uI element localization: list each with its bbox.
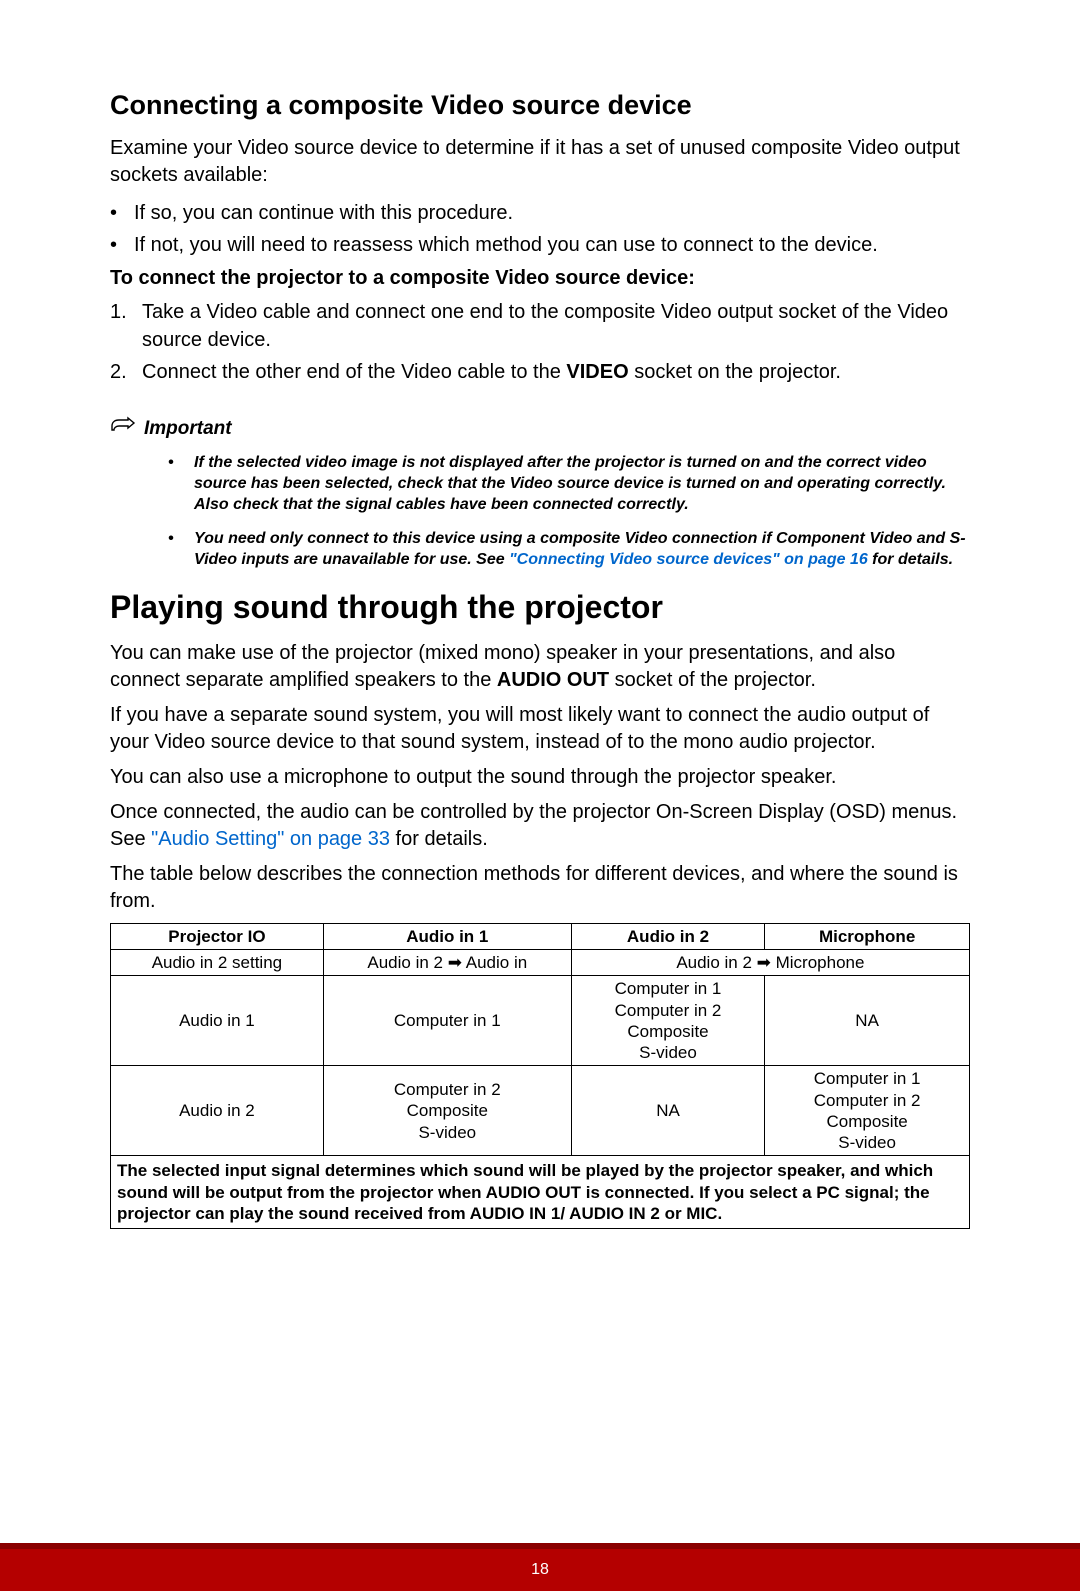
sound-paragraph-1: You can make use of the projector (mixed… [110,640,970,694]
procedure-heading: To connect the projector to a composite … [110,267,970,290]
cell-a1-label: Audio in 1 [111,976,324,1066]
note-bullet-icon: • [168,453,194,515]
bullet-list: • If so, you can continue with this proc… [110,199,970,259]
sound-paragraph-4: Once connected, the audio can be control… [110,799,970,853]
bullet-dot-icon: • [110,231,134,259]
page-number: 18 [531,1561,549,1578]
bullet-item: • If so, you can continue with this proc… [110,199,970,227]
cell-a1-c3: NA [765,976,970,1066]
important-label: Important [144,418,232,440]
sound-paragraph-3: You can also use a microphone to output … [110,764,970,791]
table-footer-row: The selected input signal determines whi… [111,1156,970,1229]
th-projector-io: Projector IO [111,923,324,949]
video-bold: VIDEO [566,361,628,383]
cell-a2-c3: Computer in 1 Computer in 2 Composite S-… [765,1066,970,1156]
cell-a2-c2: NA [571,1066,764,1156]
th-microphone: Microphone [765,923,970,949]
table-footer-note: The selected input signal determines whi… [111,1156,970,1229]
important-row: Important [110,416,970,441]
cell-setting-label: Audio in 2 setting [111,950,324,976]
cell-a2-c1: Computer in 2 Composite S-video [323,1066,571,1156]
section-heading-composite: Connecting a composite Video source devi… [110,90,970,121]
note-item: • You need only connect to this device u… [168,529,970,571]
cell-a1-c2: Computer in 1 Computer in 2 Composite S-… [571,976,764,1066]
numbered-list: 1. Take a Video cable and connect one en… [110,298,970,386]
th-audio-in-2: Audio in 2 [571,923,764,949]
page-footer-bar: 18 [0,1549,1080,1591]
hand-point-icon [110,416,144,441]
p4b: for details. [390,828,488,850]
note-text: You need only connect to this device usi… [194,529,970,571]
audio-connection-table: Projector IO Audio in 1 Audio in 2 Micro… [110,923,970,1229]
cell-setting-audioin: Audio in 2 ➡ Audio in [323,950,571,976]
bullet-text: If not, you will need to reassess which … [134,231,878,259]
cell-setting-microphone: Audio in 2 ➡ Microphone [571,950,969,976]
bullet-dot-icon: • [110,199,134,227]
sound-paragraph-5: The table below describes the connection… [110,861,970,915]
p1b: socket of the projector. [609,669,816,691]
intro-paragraph: Examine your Video source device to dete… [110,135,970,189]
step-text: Take a Video cable and connect one end t… [142,298,970,354]
table-row: Audio in 2 setting Audio in 2 ➡ Audio in… [111,950,970,976]
step-text: Connect the other end of the Video cable… [142,358,841,386]
cross-ref-link[interactable]: "Audio Setting" on page 33 [151,828,390,850]
bullet-item: • If not, you will need to reassess whic… [110,231,970,259]
note-text: If the selected video image is not displ… [194,453,970,515]
note-item: • If the selected video image is not dis… [168,453,970,515]
table-row: Audio in 1 Computer in 1 Computer in 1 C… [111,976,970,1066]
step-number: 1. [110,298,142,354]
cross-ref-link[interactable]: "Connecting Video source devices" on pag… [509,551,868,568]
important-notes: • If the selected video image is not dis… [110,453,970,571]
th-audio-in-1: Audio in 1 [323,923,571,949]
cell-a1-c1: Computer in 1 [323,976,571,1066]
step-number: 2. [110,358,142,386]
sound-paragraph-2: If you have a separate sound system, you… [110,702,970,756]
cell-a2-label: Audio in 2 [111,1066,324,1156]
note-bullet-icon: • [168,529,194,571]
bullet-text: If so, you can continue with this proced… [134,199,513,227]
numbered-item: 2. Connect the other end of the Video ca… [110,358,970,386]
numbered-item: 1. Take a Video cable and connect one en… [110,298,970,354]
table-row: Audio in 2 Computer in 2 Composite S-vid… [111,1066,970,1156]
audio-out-bold: AUDIO OUT [497,669,609,691]
table-header-row: Projector IO Audio in 1 Audio in 2 Micro… [111,923,970,949]
section-heading-sound: Playing sound through the projector [110,589,970,626]
note-post: for details. [868,551,953,568]
